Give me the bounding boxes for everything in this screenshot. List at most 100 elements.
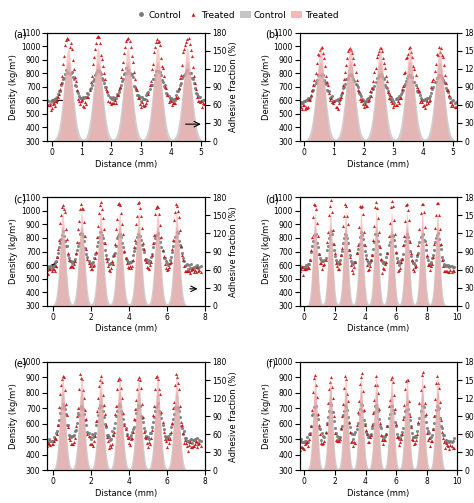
Point <box>446 445 453 453</box>
Point <box>132 409 139 417</box>
Point <box>102 83 110 91</box>
Point <box>110 250 118 258</box>
Point <box>78 96 86 104</box>
Point <box>113 215 121 223</box>
Point <box>107 100 114 108</box>
Point <box>392 248 400 257</box>
Point <box>334 435 342 443</box>
Point <box>431 395 439 403</box>
Point <box>173 403 181 411</box>
Point <box>195 264 202 272</box>
Point <box>97 402 105 410</box>
Point <box>105 97 112 105</box>
Point <box>137 103 145 111</box>
Point <box>443 86 451 94</box>
Point <box>100 225 108 233</box>
Point <box>105 433 113 441</box>
Point <box>53 431 61 439</box>
Point <box>192 269 200 277</box>
Point <box>125 265 132 273</box>
Point <box>190 72 198 80</box>
Point <box>116 83 124 92</box>
Point <box>438 425 446 433</box>
Point <box>355 240 362 248</box>
Point <box>82 244 89 253</box>
Point <box>46 263 53 271</box>
Point <box>86 262 93 270</box>
Point <box>319 439 327 447</box>
Point <box>138 94 146 102</box>
Point <box>82 98 89 106</box>
Point <box>333 437 341 445</box>
Point <box>375 228 383 236</box>
Point <box>83 94 91 102</box>
Point <box>411 261 419 269</box>
Point <box>127 43 135 51</box>
Point <box>327 196 335 204</box>
Point <box>112 412 120 420</box>
Point <box>443 436 450 444</box>
Point <box>182 261 190 269</box>
Point <box>391 99 398 107</box>
Point <box>133 385 141 393</box>
Point <box>117 230 124 238</box>
Point <box>102 421 110 429</box>
Point <box>44 437 51 445</box>
Point <box>405 410 413 418</box>
Point <box>434 199 442 207</box>
Point <box>402 233 410 241</box>
Point <box>68 432 76 440</box>
Point <box>98 231 106 239</box>
Point <box>396 434 404 442</box>
Point <box>64 69 72 77</box>
Point <box>164 432 172 440</box>
Point <box>355 223 362 231</box>
Point <box>406 411 414 420</box>
Point <box>182 435 189 443</box>
Point <box>153 373 160 381</box>
Point <box>357 400 365 408</box>
Point <box>192 438 200 446</box>
Point <box>125 435 132 443</box>
Point <box>338 412 346 420</box>
Point <box>45 271 52 279</box>
Point <box>374 404 381 412</box>
Point <box>312 79 319 87</box>
Point <box>82 406 89 414</box>
Point <box>182 434 190 442</box>
Point <box>147 77 155 85</box>
Point <box>103 257 111 265</box>
Point <box>130 415 137 423</box>
Point <box>182 69 189 77</box>
Point <box>345 47 352 55</box>
Point <box>400 241 408 249</box>
Point <box>68 259 76 267</box>
Point <box>72 257 79 265</box>
Point <box>94 393 101 401</box>
Point <box>371 68 378 76</box>
Point <box>125 34 132 42</box>
Point <box>146 85 154 93</box>
Point <box>119 58 127 66</box>
Point <box>92 248 100 256</box>
Point <box>392 101 399 109</box>
Point <box>325 385 332 393</box>
Point <box>172 91 180 99</box>
Point <box>95 404 102 412</box>
Point <box>405 43 413 51</box>
Point <box>321 256 328 264</box>
Point <box>167 254 174 262</box>
Point <box>116 400 123 408</box>
Point <box>70 75 78 83</box>
Point <box>433 199 441 207</box>
X-axis label: Distance (mm): Distance (mm) <box>347 160 410 169</box>
Point <box>350 53 357 61</box>
Point <box>177 417 185 426</box>
Point <box>306 256 314 264</box>
Point <box>360 97 368 105</box>
Point <box>448 268 456 276</box>
Point <box>115 200 122 208</box>
Point <box>321 437 328 445</box>
Point <box>124 434 131 442</box>
Point <box>404 376 412 384</box>
